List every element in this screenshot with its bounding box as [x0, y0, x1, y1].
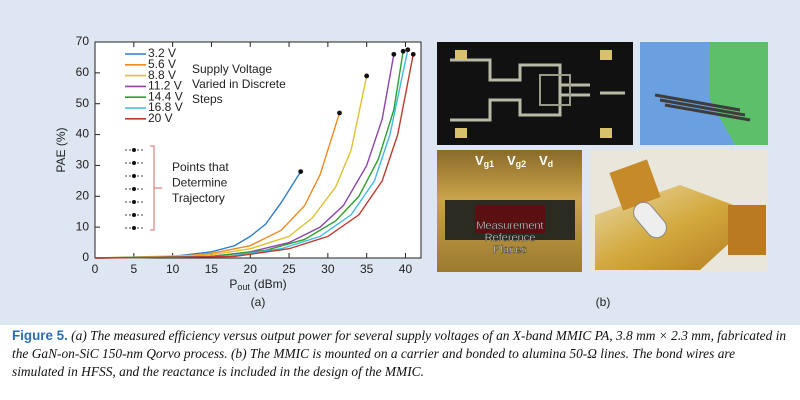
y-tick-label: 40 [76, 127, 90, 141]
trajectory-point [337, 110, 342, 116]
x-tick-label: 25 [282, 262, 296, 276]
panel-label: (b) [596, 295, 611, 309]
photo-label: Vg1 [475, 153, 494, 169]
marker-symbol [132, 200, 136, 204]
y-tick-label: 70 [76, 34, 90, 48]
y-axis-label: PAE (%) [54, 127, 68, 172]
photo-simulation [640, 42, 768, 145]
photo-label-main: V [507, 153, 516, 168]
x-tick-label: 30 [321, 262, 335, 276]
x-tick-label: 0 [92, 262, 99, 276]
trajectory-point [298, 169, 304, 175]
legend-label: 16.8 V [148, 100, 183, 114]
annotation: Points that [172, 160, 229, 174]
x-tick-label: 15 [205, 262, 219, 276]
y-tick-label: 20 [76, 188, 90, 202]
trajectory-brace [150, 145, 162, 231]
caption-text: (a) The measured efficiency versus outpu… [12, 328, 787, 379]
trajectory-point [410, 51, 416, 57]
photo-label: Vd [539, 153, 553, 169]
marker-symbol [132, 187, 136, 191]
series-line [94, 49, 409, 259]
photo-label-sub: d [548, 159, 554, 169]
marker-symbol [132, 161, 136, 165]
x-label-main: P [229, 277, 237, 291]
y-tick-label: 0 [82, 250, 89, 264]
x-tick-label: 40 [399, 262, 413, 276]
trajectory-point [400, 48, 406, 54]
trajectory-point [405, 47, 411, 53]
y-tick-label: 50 [76, 96, 90, 110]
photo-label-main: V [539, 153, 548, 168]
annotation: Determine [172, 176, 228, 190]
photo-note: Reference [485, 232, 536, 244]
trajectory-point [391, 51, 397, 57]
legend-label: 14.4 V [148, 89, 183, 103]
panel-label: (a) [251, 295, 266, 309]
annotation: Trajectory [172, 191, 225, 205]
photo-test-fixture [590, 150, 768, 272]
marker-symbol [132, 174, 136, 178]
annotation: Varied in Discrete [192, 77, 286, 91]
photo-label-sub: g1 [484, 159, 495, 169]
annotation: Steps [192, 92, 223, 106]
marker-symbol [132, 226, 136, 230]
x-tick-label: 35 [360, 262, 374, 276]
caption: Figure 5. (a) The measured efficiency ve… [12, 327, 790, 381]
photo-note: Planes [493, 244, 527, 256]
caption-label: Figure 5. [12, 328, 68, 343]
photo-label-sub: g2 [516, 159, 527, 169]
series-line [94, 51, 404, 259]
marker-symbol [132, 148, 136, 152]
x-tick-label: 20 [244, 262, 258, 276]
y-tick-label: 10 [76, 219, 90, 233]
marker-symbol [132, 213, 136, 217]
x-axis-label: Pout (dBm) [229, 277, 286, 292]
y-tick-label: 30 [76, 158, 90, 172]
legend-label: 3.2 V [148, 46, 176, 60]
figure: 0 10 20 30 40 50 60 70 0 5 10 15 20 25 30 35 40 PAE (%) Po… [0, 0, 800, 325]
legend-label: 5.6 V [148, 57, 176, 71]
y-tick-label: 60 [76, 65, 90, 79]
annotation: Supply Voltage [192, 62, 272, 76]
series-line [94, 75, 368, 259]
photo-label-main: V [475, 153, 484, 168]
legend-label: 8.8 V [148, 68, 176, 82]
x-tick-label: 10 [166, 262, 180, 276]
photo-note: Measurement [476, 220, 543, 232]
photo-chip [437, 42, 633, 145]
plot-frame [94, 41, 422, 259]
x-label-sub: out [237, 282, 250, 292]
x-tick-label: 5 [130, 262, 137, 276]
legend-label: 20 V [148, 111, 173, 125]
series-line [94, 54, 414, 259]
photo-mounted-chip [437, 150, 582, 272]
trajectory-point [364, 73, 370, 79]
photo-label: Vg2 [507, 153, 526, 169]
x-label-unit: (dBm) [254, 277, 287, 291]
legend-label: 11.2 V [148, 79, 182, 93]
